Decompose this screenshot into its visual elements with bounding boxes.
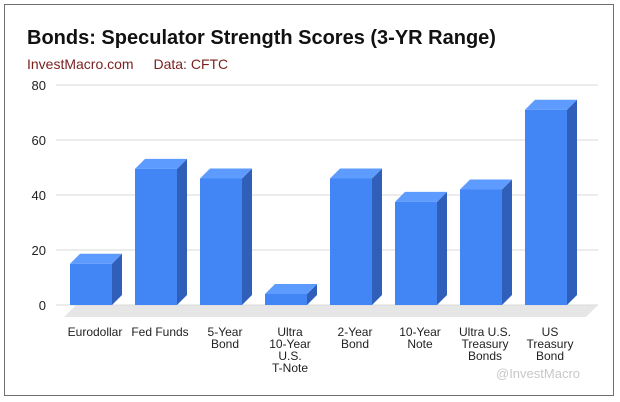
x-tick-label: 10-Year [399,325,441,339]
bar-front [460,189,502,305]
x-tick-label: US [542,325,559,339]
bar-front [135,168,177,305]
bar [200,168,252,305]
bar-side [502,179,512,305]
bar-side [372,168,382,305]
chart-subtitle: InvestMacro.com Data: CFTC [27,56,244,72]
bar-front [70,263,112,305]
x-tick-label: U.S. [278,349,301,363]
bar-top [395,191,447,202]
subtitle-source: InvestMacro.com [27,56,134,72]
x-tick-label: Eurodollar [68,325,123,339]
watermark: @InvestMacro [496,366,580,381]
bar-side [307,284,317,305]
bar-top [330,168,382,179]
x-tick-label: Bond [536,349,564,363]
bar-side [567,99,577,305]
x-tick-label: Treasury [462,337,509,351]
x-tick-label: Ultra U.S. [459,325,511,339]
x-tick-label: Bonds [468,349,502,363]
bar-front [330,178,372,305]
bar [70,253,122,305]
x-tick-label: 2-Year [338,325,373,339]
subtitle-data: Data: CFTC [153,56,229,72]
x-tick-label: 5-Year [208,325,243,339]
bar-side [437,191,447,305]
y-tick-label: 0 [39,298,46,313]
bar-side [177,158,187,305]
x-tick-label: Bond [341,337,369,351]
bar [330,168,382,305]
bar [135,158,187,305]
bar [525,99,577,305]
x-tick-label: Note [407,337,433,351]
bar-front [525,109,567,305]
y-tick-label: 40 [32,188,46,203]
x-tick-label: Bond [211,337,239,351]
bar-front [200,178,242,305]
x-tick-label: T-Note [272,361,308,375]
bar-top [265,284,317,294]
bar-side [112,253,122,305]
bar-top [525,99,577,110]
x-tick-label: Fed Funds [131,325,188,339]
y-tick-label: 20 [32,243,46,258]
y-tick-label: 60 [32,133,46,148]
y-tick-label: 80 [32,78,46,93]
bar-top [135,158,187,169]
bar-top [200,168,252,179]
bar [460,179,512,305]
bar-front [395,201,437,305]
bar [265,284,317,305]
bar-top [460,179,512,190]
bar-side [242,168,252,305]
chart-floor [64,305,598,317]
chart-frame: Bonds: Speculator Strength Scores (3-YR … [4,4,614,396]
bar [395,191,447,305]
x-tick-label: 10-Year [269,337,311,351]
bar-top [70,253,122,264]
x-tick-label: Ultra [277,325,303,339]
bar-front [265,294,307,305]
chart-title: Bonds: Speculator Strength Scores (3-YR … [27,27,496,49]
x-tick-label: Treasury [527,337,574,351]
